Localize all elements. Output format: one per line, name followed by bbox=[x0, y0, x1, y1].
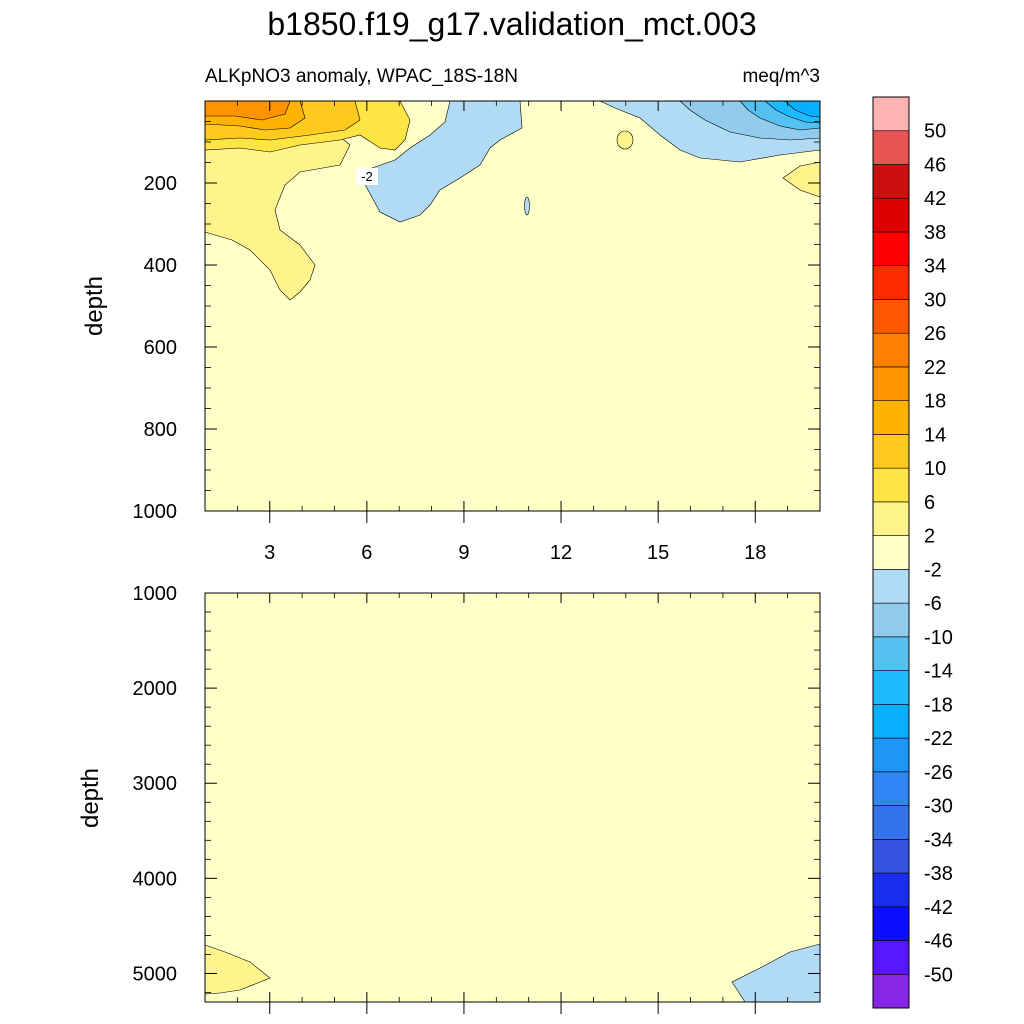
colorbar-segment bbox=[872, 164, 910, 199]
colorbar-label: 38 bbox=[924, 222, 946, 244]
colorbar-segment bbox=[872, 366, 910, 401]
colorbar: 50 46 42 38 34 30 26 22 18 14 10 6 2 -2 -6 -10 -14 -18 -22… bbox=[872, 96, 953, 1009]
colorbar-segment bbox=[872, 771, 910, 806]
colorbar-segment bbox=[872, 434, 910, 469]
colorbar-label: 18 bbox=[924, 391, 946, 413]
colorbar-segment bbox=[872, 940, 910, 975]
colorbar-label: -26 bbox=[924, 762, 953, 784]
lower-axis-ticks: 1000 2000 3000 4000 5000 bbox=[133, 583, 821, 1014]
colorbar-segment bbox=[872, 501, 910, 536]
colorbar-label: 30 bbox=[924, 289, 946, 311]
colorbar-label: 34 bbox=[924, 256, 946, 278]
colorbar-label: 46 bbox=[924, 154, 946, 176]
colorbar-label: 10 bbox=[924, 458, 946, 480]
colorbar-segment bbox=[872, 973, 910, 1009]
colorbar-label: -50 bbox=[924, 964, 953, 986]
colorbar-segment bbox=[872, 704, 910, 739]
x-tick-label: 9 bbox=[458, 542, 469, 564]
lower-panel: 1000 2000 3000 4000 5000 depth bbox=[77, 583, 821, 1014]
colorbar-segment bbox=[872, 130, 910, 165]
colorbar-frame bbox=[872, 96, 910, 1009]
x-tick-label: 3 bbox=[264, 542, 275, 564]
colorbar-segment bbox=[872, 265, 910, 300]
y-tick-label: 200 bbox=[144, 173, 177, 195]
colorbar-label: 42 bbox=[924, 188, 946, 210]
colorbar-segment bbox=[872, 96, 910, 132]
colorbar-label: -2 bbox=[924, 559, 942, 581]
lower-y-axis-label: depth bbox=[77, 768, 104, 828]
y-tick-label: 3000 bbox=[133, 773, 178, 795]
colorbar-label: -42 bbox=[924, 897, 953, 919]
colorbar-segment bbox=[872, 670, 910, 705]
colorbar-segment bbox=[872, 569, 910, 604]
colorbar-segment bbox=[872, 197, 910, 233]
colorbar-segment bbox=[872, 299, 910, 334]
x-tick-label: 15 bbox=[647, 542, 669, 564]
figure-title: b1850.f19_g17.validation_mct.003 bbox=[267, 6, 756, 42]
x-tick-label: 6 bbox=[361, 542, 372, 564]
colorbar-segment bbox=[872, 838, 910, 874]
colorbar-segment bbox=[872, 231, 910, 267]
colorbar-label: 22 bbox=[924, 357, 946, 379]
lower-panel-background bbox=[205, 593, 820, 1002]
upper-panel: -2 3 6 9 12 15 18 200 400 600 800 1000 depth bbox=[81, 100, 821, 564]
colorbar-label: 14 bbox=[924, 424, 946, 446]
colorbar-label: -14 bbox=[924, 661, 953, 683]
colorbar-segment bbox=[872, 332, 910, 368]
colorbar-label: -30 bbox=[924, 796, 953, 818]
y-tick-label: 800 bbox=[144, 419, 177, 441]
colorbar-label: 26 bbox=[924, 323, 946, 345]
lower-panel-frame bbox=[204, 592, 821, 1003]
y-tick-label: 2000 bbox=[133, 678, 178, 700]
y-tick-label: 5000 bbox=[133, 963, 178, 985]
colorbar-segment bbox=[872, 805, 910, 840]
colorbar-segment bbox=[872, 602, 910, 638]
x-tick-label: 18 bbox=[744, 542, 766, 564]
colorbar-segment bbox=[872, 467, 910, 503]
y-tick-label: 1000 bbox=[133, 583, 178, 605]
colorbar-segment bbox=[872, 872, 910, 908]
colorbar-segment bbox=[872, 737, 910, 773]
colorbar-label: -38 bbox=[924, 863, 953, 885]
colorbar-label: -46 bbox=[924, 931, 953, 953]
upper-axis-ticks: 3 6 9 12 15 18 200 400 600 800 1000 bbox=[133, 100, 821, 564]
positive-anomaly-region bbox=[204, 944, 271, 995]
colorbar-segment bbox=[872, 400, 910, 435]
colorbar-segment bbox=[872, 535, 910, 570]
negative-anomaly-region bbox=[524, 196, 530, 216]
colorbar-label: 2 bbox=[924, 526, 935, 548]
y-tick-label: 600 bbox=[144, 337, 177, 359]
colorbar-label: -34 bbox=[924, 829, 953, 851]
positive-anomaly-region bbox=[204, 100, 351, 301]
colorbar-label: -10 bbox=[924, 627, 953, 649]
x-tick-label: 12 bbox=[550, 542, 572, 564]
colorbar-label: 6 bbox=[924, 492, 935, 514]
colorbar-segment bbox=[872, 906, 910, 941]
colorbar-label: 50 bbox=[924, 121, 946, 143]
contour-label-box bbox=[356, 168, 378, 185]
negative-anomaly-region bbox=[359, 100, 523, 223]
contour-label: -2 bbox=[361, 169, 373, 184]
colorbar-label: -22 bbox=[924, 728, 953, 750]
positive-anomaly-region bbox=[616, 130, 634, 150]
colorbar-label: -18 bbox=[924, 694, 953, 716]
left-subtitle: ALKpNO3 anomaly, WPAC_18S-18N bbox=[205, 66, 518, 87]
upper-y-axis-label: depth bbox=[81, 276, 108, 336]
colorbar-label: -6 bbox=[924, 593, 942, 615]
right-subtitle: meq/m^3 bbox=[742, 66, 820, 87]
y-tick-label: 400 bbox=[144, 255, 177, 277]
y-tick-label: 4000 bbox=[133, 868, 178, 890]
colorbar-segment bbox=[872, 636, 910, 671]
y-tick-label: 1000 bbox=[133, 501, 178, 523]
